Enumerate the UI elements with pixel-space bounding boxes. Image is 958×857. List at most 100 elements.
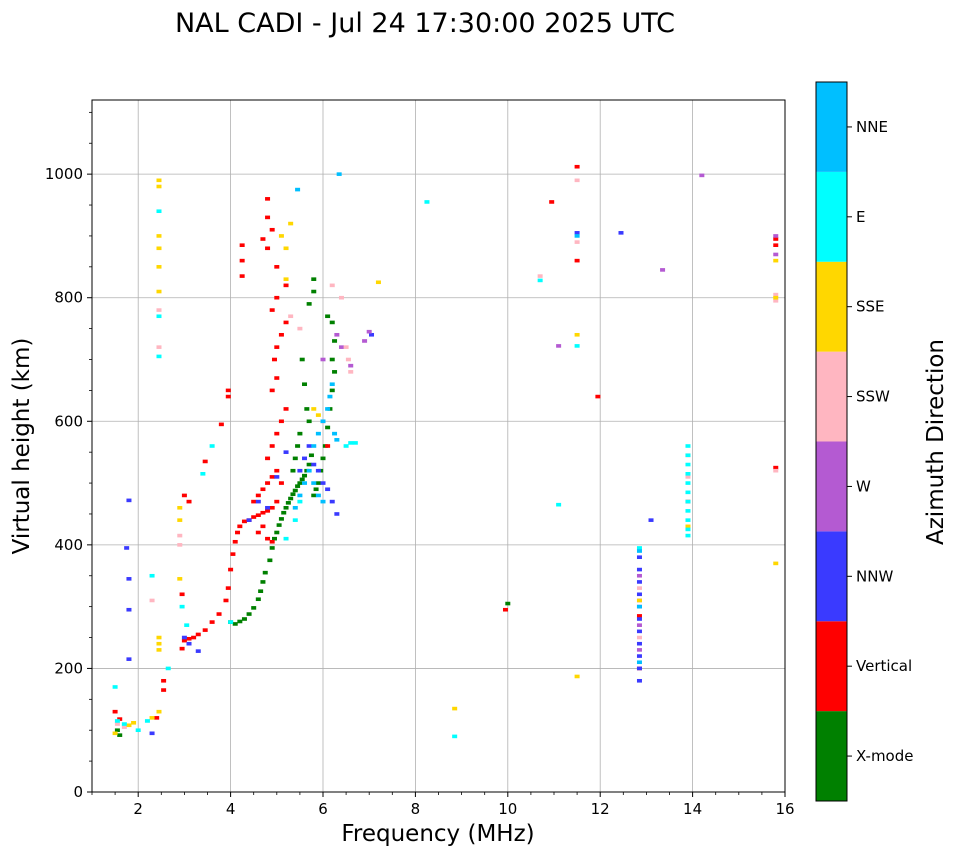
echo-point-nnw [648, 518, 654, 522]
echo-point-vertical [283, 407, 289, 411]
echo-point-vertical [502, 607, 508, 612]
echo-point-vertical [179, 592, 185, 597]
echo-point-x-mode [304, 407, 310, 411]
echo-point-vertical [225, 586, 231, 590]
echo-point-vertical [239, 274, 245, 278]
echo-point-vertical [271, 357, 277, 362]
echo-point-x-mode [274, 530, 280, 535]
echo-point-ssw [114, 722, 120, 726]
x-tick-label: 16 [775, 800, 794, 818]
echo-point-e [685, 453, 691, 458]
y-axis-ticks: 0 200 400 600 800 1000 [45, 111, 92, 801]
echo-point-x-mode [297, 481, 303, 485]
echo-point-nne [332, 431, 338, 436]
echo-point-x-mode [315, 481, 321, 485]
echo-point-x-mode [311, 493, 317, 498]
echo-point-sse [156, 234, 162, 238]
echo-point-x-mode [329, 320, 335, 325]
echo-point-sse [311, 407, 317, 411]
y-tick-label: 0 [73, 783, 83, 801]
echo-point-nnw [149, 731, 155, 736]
echo-point-nnw [274, 475, 280, 479]
echo-point-vertical [255, 530, 261, 535]
echo-point-sse [156, 709, 162, 714]
echo-point-nnw [636, 617, 642, 621]
echo-point-x-mode [325, 314, 331, 319]
echo-point-sse [156, 289, 162, 294]
echo-point-ssw [149, 598, 155, 603]
echo-point-x-mode [114, 728, 120, 733]
echo-point-vertical [186, 636, 192, 641]
echo-point-e [348, 441, 354, 445]
echo-point-x-mode [262, 570, 268, 575]
echo-point-x-mode [302, 473, 308, 478]
echo-point-sse [315, 413, 321, 417]
echo-point-x-mode [237, 619, 243, 624]
echo-point-nne [295, 187, 301, 192]
echo-point-x-mode [299, 357, 305, 362]
echo-point-nnw [636, 666, 642, 671]
echo-point-vertical [251, 515, 257, 519]
echo-point-x-mode [295, 444, 301, 448]
x-tick-label: 6 [318, 800, 328, 818]
colorbar-segment [816, 261, 847, 352]
echo-point-vertical [239, 243, 245, 247]
echo-point-x-mode [329, 357, 335, 362]
echo-point-vertical [269, 505, 275, 510]
echo-point-x-mode [241, 617, 247, 621]
echo-point-x-mode [283, 505, 289, 510]
echo-point-e [209, 444, 215, 448]
echo-point-x-mode [295, 484, 301, 488]
echo-point-sse [126, 723, 132, 728]
echo-point-x-mode [302, 382, 308, 387]
echo-point-x-mode [255, 597, 261, 602]
chart-title: NAL CADI - Jul 24 17:30:00 2025 UTC [175, 8, 675, 39]
echo-point-e [556, 502, 562, 507]
data-points [112, 164, 779, 739]
echo-point-vertical [181, 638, 187, 643]
echo-point-nne [311, 444, 317, 448]
echo-point-ssw [177, 543, 183, 547]
echo-point-nne [325, 407, 331, 411]
colorbar-label: NNE [856, 118, 888, 136]
echo-point-vertical [269, 227, 275, 232]
echo-point-sse [685, 524, 691, 529]
echo-point-sse [156, 265, 162, 269]
echo-point-e [424, 200, 430, 204]
echo-point-nne [336, 172, 342, 176]
echo-point-vertical [274, 499, 280, 504]
echo-point-x-mode [313, 487, 319, 492]
echo-point-nnw [329, 499, 335, 504]
echo-point-e [636, 546, 642, 550]
echo-point-nne [297, 493, 303, 498]
echo-point-vertical [325, 444, 331, 448]
echo-point-vertical [773, 465, 779, 470]
echo-point-x-mode [267, 558, 273, 563]
echo-point-sse [156, 648, 162, 652]
echo-point-nne [320, 499, 326, 504]
echo-point-vertical [117, 717, 123, 721]
colorbar-label: E [856, 208, 865, 226]
echo-point-sse [574, 674, 580, 679]
echo-point-vertical [269, 388, 275, 393]
echo-point-sse [131, 721, 137, 725]
echo-point-ssw [636, 635, 642, 640]
colorbar-label: NNW [856, 567, 893, 585]
echo-point-ssw [574, 178, 580, 183]
echo-point-e [685, 472, 691, 476]
echo-point-vertical [202, 459, 208, 464]
echo-point-e [228, 620, 234, 624]
x-axis-title: Frequency (MHz) [341, 821, 534, 847]
echo-point-vertical [209, 620, 215, 624]
echo-point-ssw [348, 370, 354, 374]
echo-point-vertical [269, 539, 275, 544]
echo-point-nnw [320, 481, 326, 485]
echo-point-sse [156, 246, 162, 251]
echo-point-vertical [191, 635, 197, 640]
echo-point-vertical [225, 394, 231, 399]
echo-point-ssw [636, 586, 642, 590]
echo-point-ssw [685, 475, 691, 479]
echo-point-x-mode [308, 453, 314, 458]
echo-point-nne [311, 481, 317, 485]
